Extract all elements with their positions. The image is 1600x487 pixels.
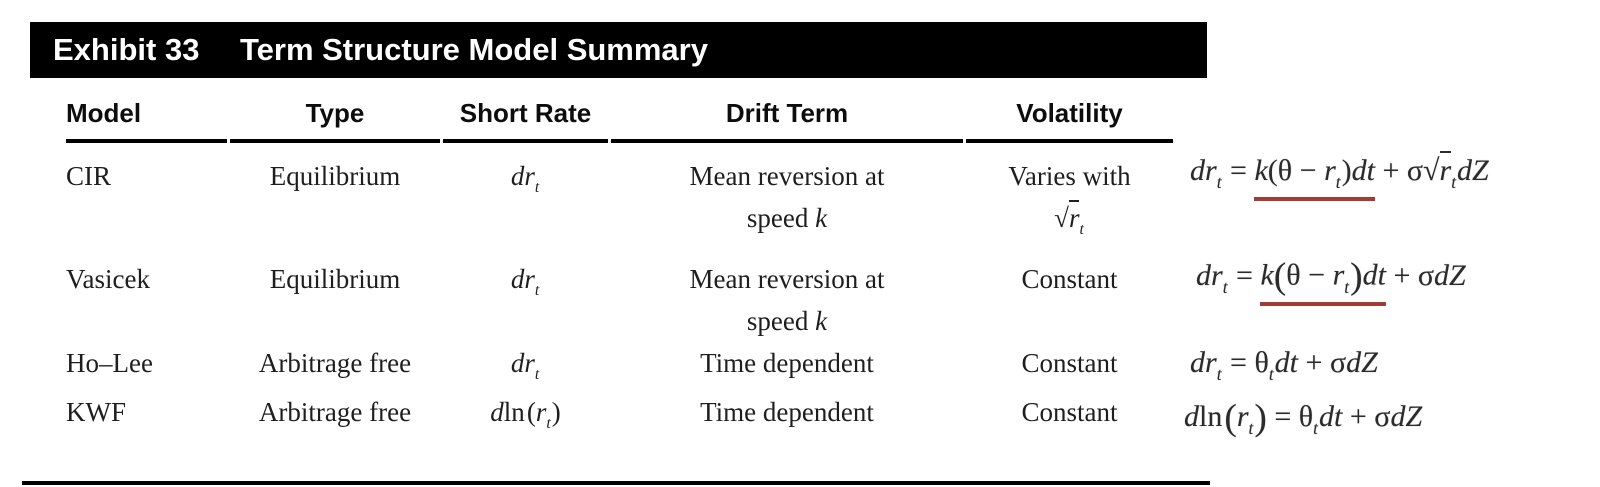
cell-model: CIR [66, 161, 112, 191]
cell-model: Vasicek [66, 264, 150, 294]
column-header-short-rate: Short Rate [443, 92, 608, 143]
cell-short-rate: drt [510, 348, 540, 384]
cell-volatility: Constant [1021, 397, 1118, 427]
table-row-kwf: KWF Arbitrage free dln(rt) Time dependen… [66, 391, 1173, 445]
cell-short-rate: dln(rt) [490, 397, 561, 433]
cell-type: Arbitrage free [258, 397, 412, 427]
table-row-vasicek: Vasicek Equilibrium drt Mean reversion a… [66, 258, 1173, 342]
cell-drift-term: Mean reversion at speed k [689, 264, 885, 336]
cell-short-rate: drt [510, 264, 540, 300]
cell-volatility: Constant [1021, 264, 1118, 294]
vasicek-formula: drt = k(θ − rt)dt + σdZ [1196, 255, 1466, 308]
cell-model: Ho–Lee [66, 348, 153, 378]
table-row-cir: CIR Equilibrium drt Mean reversion at spe… [66, 155, 1173, 251]
cell-type: Equilibrium [269, 161, 401, 191]
table-row-ho-lee: Ho–Lee Arbitrage free drt Time dependent… [66, 342, 1173, 396]
table-header-row: Model Type Short Rate Drift Term Volatil… [66, 92, 1173, 143]
exhibit-number: Exhibit 33 [53, 32, 200, 67]
column-header-type: Type [230, 92, 440, 143]
red-underline: k(θ − rt)dt [1254, 154, 1375, 201]
cell-drift-term: Time dependent [700, 397, 874, 427]
column-header-drift-term: Drift Term [611, 92, 963, 143]
cell-drift-term: Time dependent [700, 348, 874, 378]
kwf-formula: dln(rt) = θtdt + σdZ [1184, 397, 1423, 439]
column-header-model: Model [66, 92, 227, 143]
cell-volatility: Varies with √rt [1008, 161, 1131, 239]
cell-model: KWF [66, 397, 126, 427]
red-underline: k(θ − rt)dt [1260, 255, 1386, 307]
exhibit-title: Term Structure Model Summary [240, 32, 708, 67]
column-header-volatility: Volatility [966, 92, 1173, 143]
cell-volatility: Constant [1021, 348, 1118, 378]
cell-type: Equilibrium [269, 264, 401, 294]
cell-type: Arbitrage free [258, 348, 412, 378]
cell-drift-term: Mean reversion at speed k [689, 161, 885, 233]
cir-formula: drt = k(θ − rt)dt + σ√rtdZ [1190, 150, 1489, 203]
cell-short-rate: drt [510, 161, 540, 197]
exhibit-title-bar: Exhibit 33 Term Structure Model Summary [30, 22, 1207, 78]
table-bottom-rule [22, 481, 1210, 485]
ho-lee-formula: drt = θtdt + σdZ [1190, 346, 1378, 384]
